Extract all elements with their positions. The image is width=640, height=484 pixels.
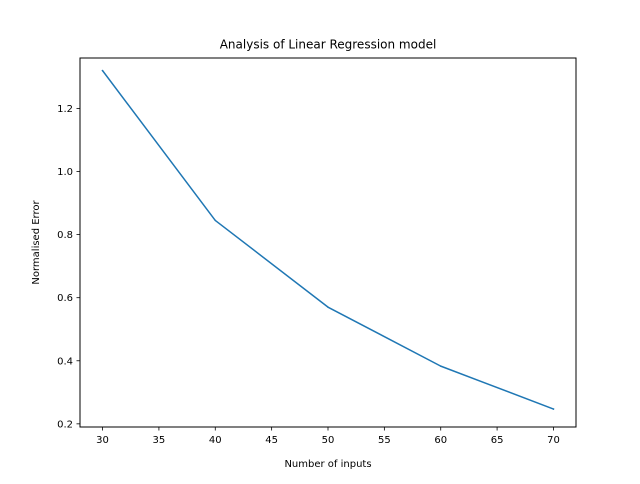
x-tick-label: 30 <box>96 435 109 446</box>
x-tick-label: 50 <box>322 435 335 446</box>
y-tick-label: 0.6 <box>57 293 73 304</box>
data-point <box>552 408 555 410</box>
x-tick-label: 40 <box>209 435 222 446</box>
data-point <box>439 365 442 367</box>
y-tick-label: 1.2 <box>57 104 73 115</box>
y-axis: 0.2 0.4 0.6 0.8 1.0 1.2 <box>57 104 80 430</box>
x-tick-label: 60 <box>434 435 447 446</box>
y-tick-label: 1.0 <box>57 167 73 178</box>
y-tick-label: 0.8 <box>57 230 73 241</box>
x-axis-label: Number of inputs <box>284 459 371 470</box>
y-axis-label: Normalised Error <box>31 200 42 285</box>
x-tick-label: 65 <box>491 435 504 446</box>
x-axis: 30 35 40 45 50 55 60 65 70 <box>96 427 560 446</box>
x-tick-label: 70 <box>547 435 560 446</box>
x-tick-label: 45 <box>265 435 278 446</box>
data-point <box>327 306 329 308</box>
chart-title: Analysis of Linear Regression model <box>220 38 437 52</box>
data-point <box>214 219 217 222</box>
x-tick-label: 35 <box>153 435 166 446</box>
y-tick-label: 0.4 <box>57 356 73 367</box>
plot-frame <box>79 57 577 428</box>
x-tick-label: 55 <box>378 435 391 446</box>
y-tick-label: 0.2 <box>57 419 73 430</box>
data-point <box>101 69 104 72</box>
series-layer <box>101 69 555 410</box>
